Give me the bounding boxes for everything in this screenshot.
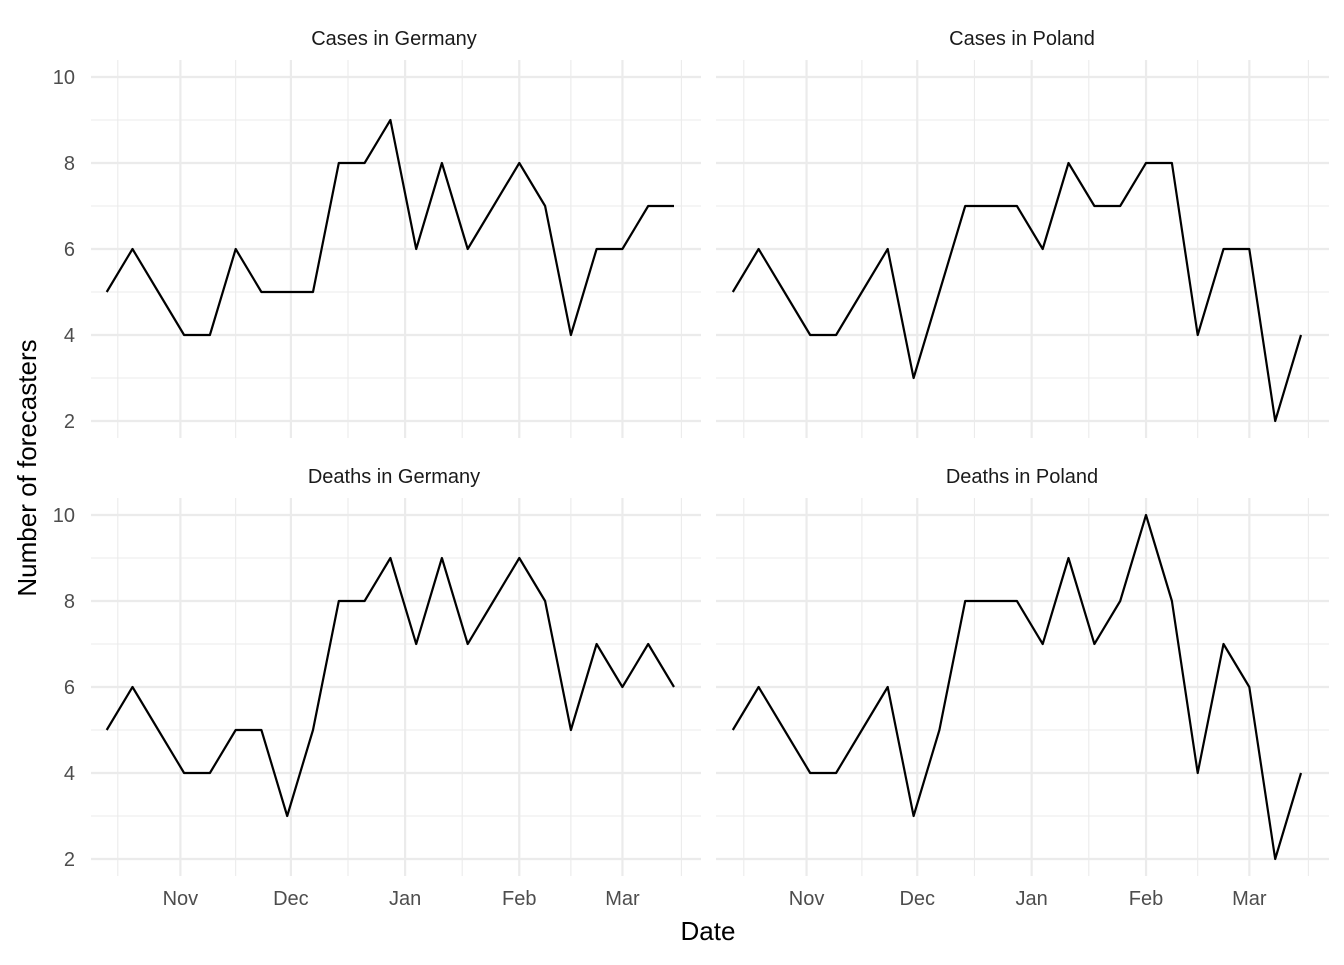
panel-title-deaths-germany: Deaths in Germany (308, 466, 480, 488)
panel-title-deaths-poland: Deaths in Poland (946, 466, 1098, 488)
panel-title-cases-germany: Cases in Germany (311, 28, 477, 50)
x-tick-label: Jan (389, 888, 421, 910)
x-tick-label: Mar (1232, 888, 1267, 910)
series-lines (107, 120, 1301, 859)
y-axis-label: Number of forecasters (12, 339, 42, 596)
y-tick-label: 8 (64, 153, 75, 175)
x-tick-label: Feb (1129, 888, 1163, 910)
x-tick-label: Dec (899, 888, 935, 910)
chart-text: Cases in Germany Cases in Poland Deaths … (12, 28, 1267, 946)
x-tick-label: Nov (789, 888, 825, 910)
y-tick-label: 4 (64, 325, 75, 347)
series-line-cases-in-germany (107, 120, 674, 335)
x-tick-label: Dec (273, 888, 309, 910)
y-tick-label: 6 (64, 677, 75, 699)
x-axis-label: Date (681, 916, 736, 946)
y-tick-label: 6 (64, 239, 75, 261)
y-tick-label: 10 (53, 67, 75, 89)
y-tick-label: 10 (53, 505, 75, 527)
x-tick-label: Mar (605, 888, 640, 910)
y-tick-label: 8 (64, 591, 75, 613)
y-tick-label: 2 (64, 411, 75, 433)
x-tick-label: Jan (1016, 888, 1048, 910)
y-tick-label: 4 (64, 763, 75, 785)
gridlines (91, 60, 1329, 876)
panel-title-cases-poland: Cases in Poland (949, 28, 1095, 50)
x-tick-label: Nov (163, 888, 199, 910)
x-tick-label: Feb (502, 888, 536, 910)
y-tick-label: 2 (64, 849, 75, 871)
